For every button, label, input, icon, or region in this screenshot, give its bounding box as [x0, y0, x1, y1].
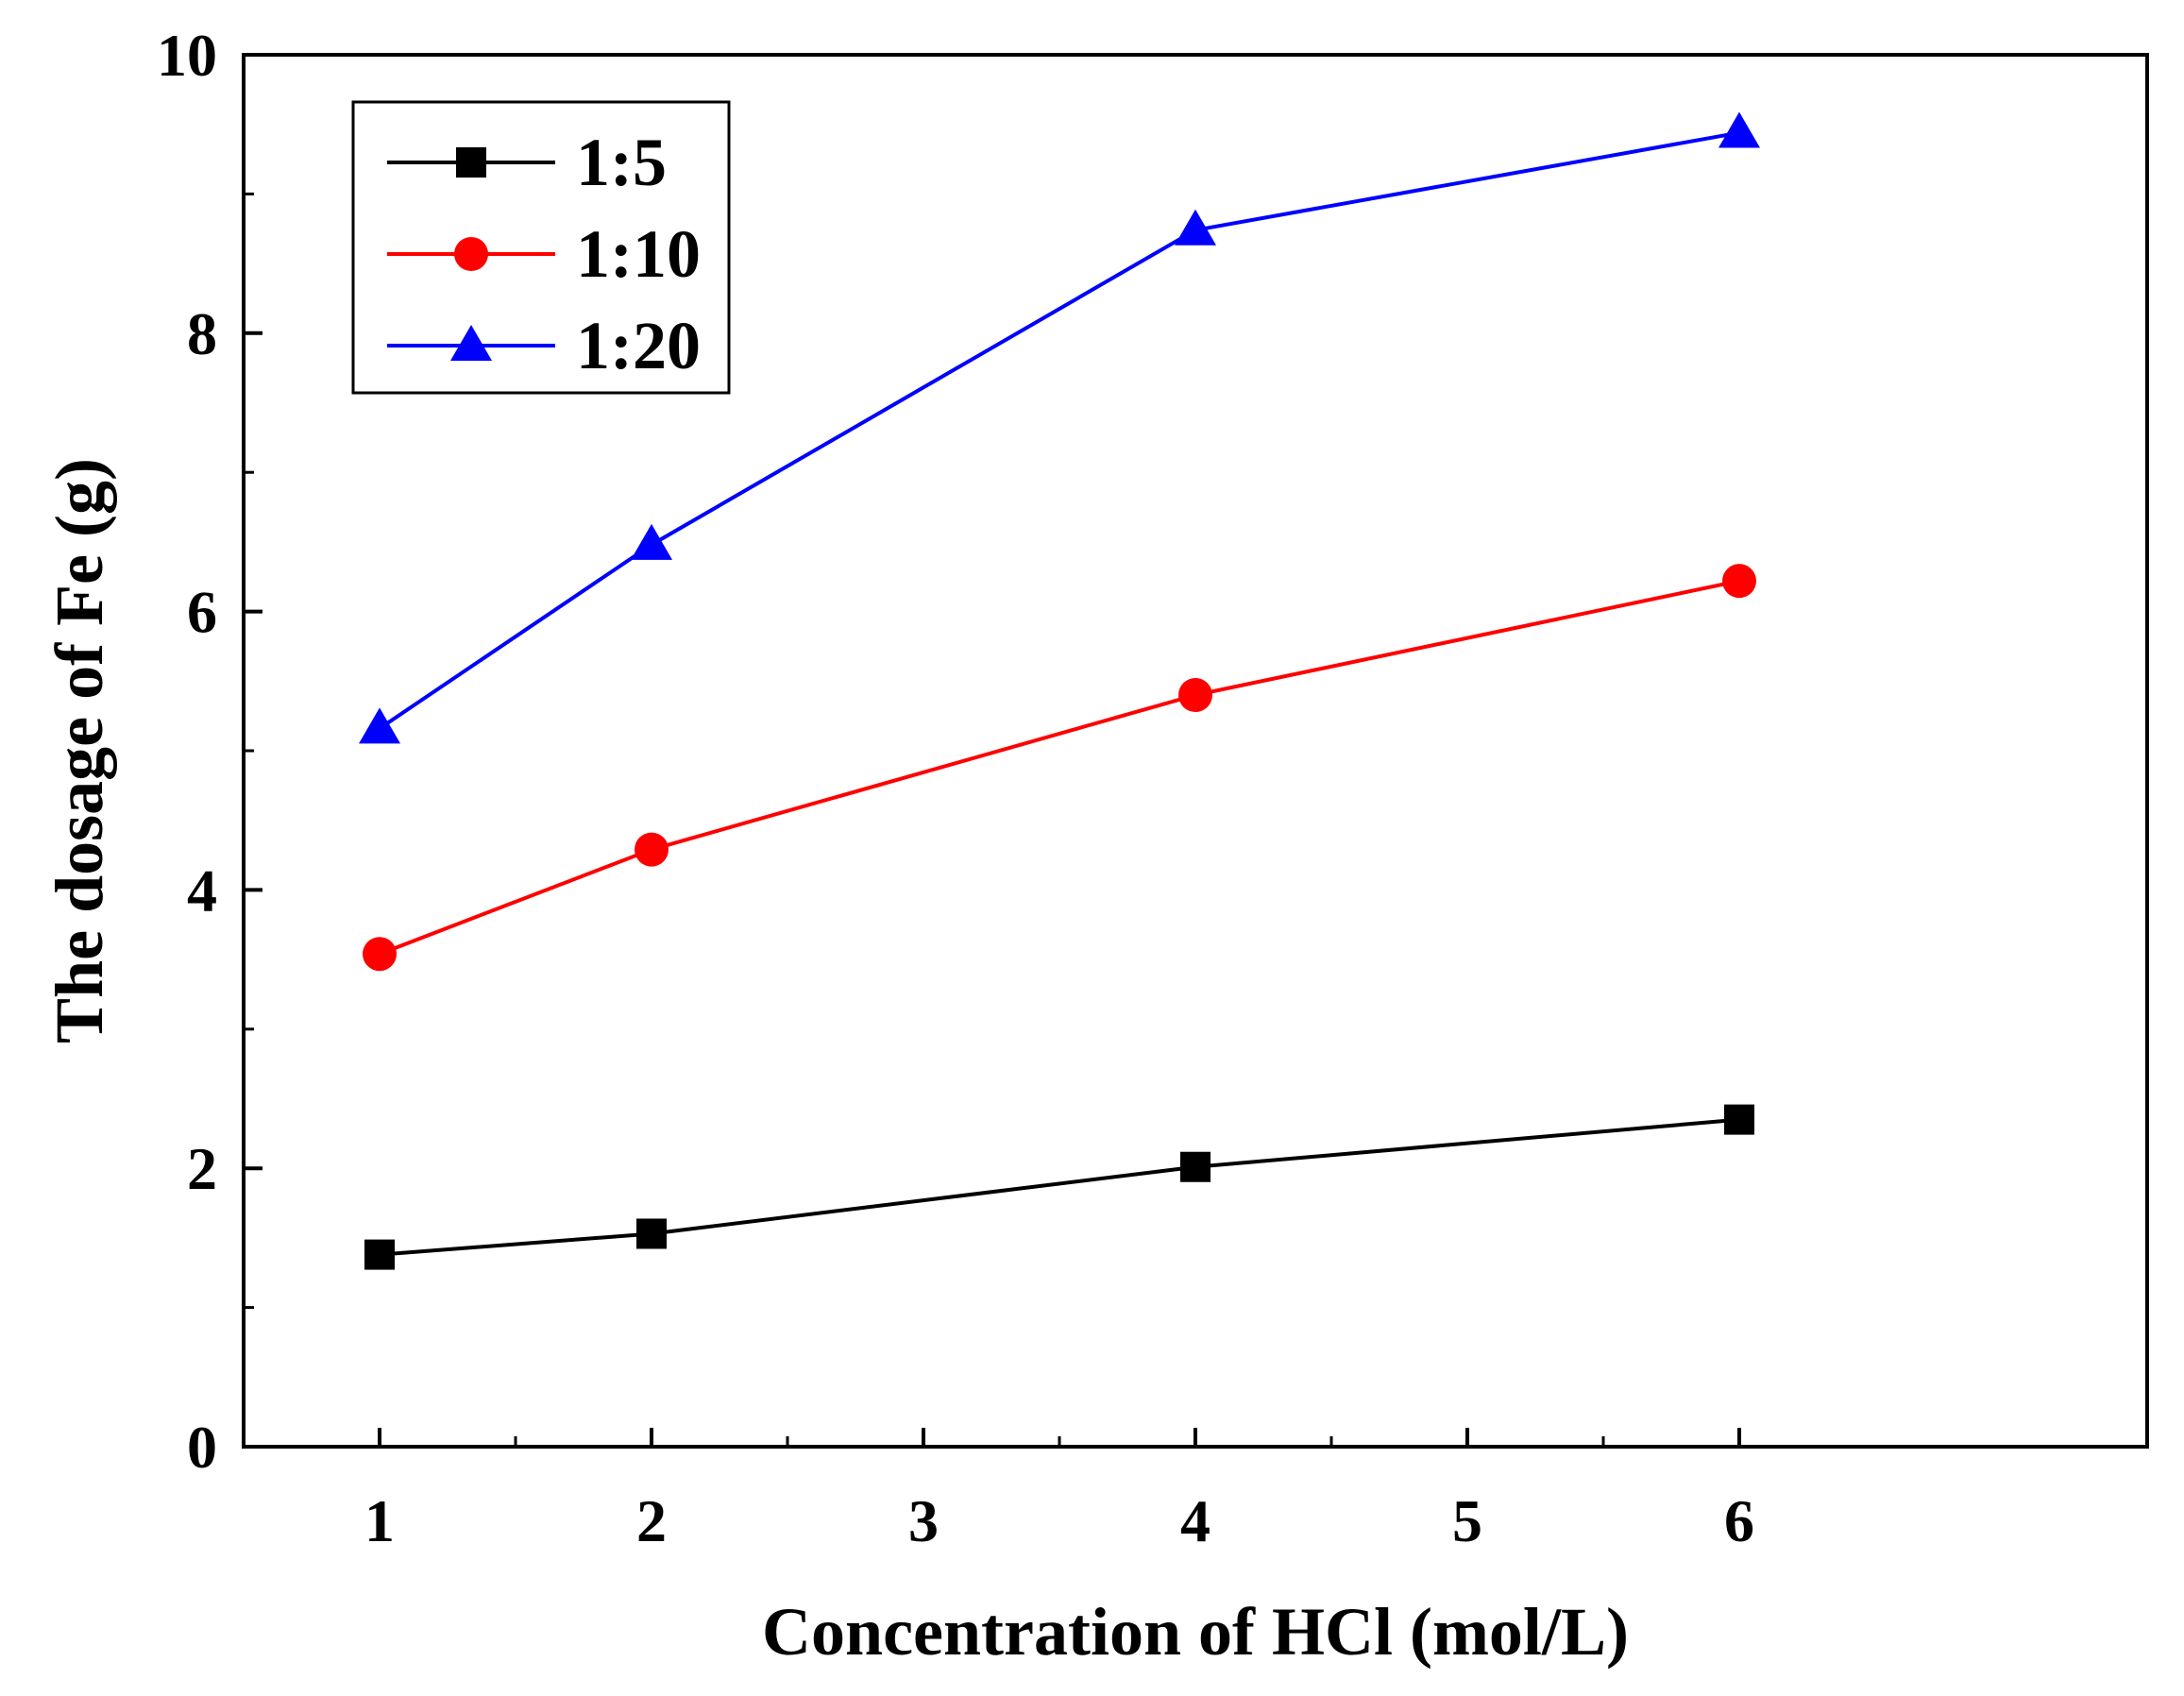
legend-item: 1:5 [387, 125, 667, 200]
legend-marker [450, 325, 492, 361]
data-point [1175, 209, 1216, 246]
legend: 1:5 1:10 1:20 [351, 100, 731, 395]
x-tick-label: 4 [1180, 1487, 1211, 1554]
x-tick-label: 2 [636, 1487, 667, 1554]
x-tick-label: 1 [364, 1487, 395, 1554]
x-tick-label: 6 [1724, 1487, 1754, 1554]
data-point [631, 523, 672, 560]
data-point [1180, 1151, 1211, 1182]
y-tick-label: 4 [187, 856, 217, 924]
series-3 [359, 111, 1760, 744]
x-tick-label: 3 [908, 1487, 939, 1554]
data-point [1178, 678, 1212, 713]
y-tick-label: 2 [187, 1135, 217, 1202]
y-tick-label: 6 [187, 579, 217, 646]
data-point [364, 1239, 395, 1270]
series-1 [364, 1104, 1754, 1270]
data-point [1724, 1104, 1754, 1135]
data-point [635, 832, 669, 867]
x-axis-title: Concentration of HCl (mol/L) [762, 1594, 1629, 1670]
data-point [363, 937, 397, 972]
series-line [379, 1117, 1740, 1257]
series-line [379, 579, 1740, 957]
legend-marker [456, 147, 486, 178]
legend-label: 1:10 [576, 216, 701, 292]
legend-label: 1:20 [576, 308, 701, 383]
data-point [1722, 564, 1756, 599]
y-axis-ticks: 0 2 4 6 8 10 [157, 22, 262, 1481]
legend-marker [454, 237, 488, 271]
legend-item: 1:20 [387, 308, 701, 383]
y-tick-label: 8 [187, 300, 217, 367]
x-axis-ticks: 1 2 3 4 5 6 [364, 1428, 1754, 1554]
data-point [359, 707, 400, 744]
legend-label: 1:5 [576, 125, 667, 200]
series-layer [359, 111, 1760, 1270]
x-tick-label: 5 [1452, 1487, 1482, 1554]
series-line [378, 130, 1740, 731]
y-tick-label: 10 [157, 22, 217, 89]
data-point [1718, 111, 1760, 148]
y-tick-label: 0 [187, 1414, 217, 1481]
y-axis-title: The dosage of Fe (g) [42, 458, 117, 1043]
legend-item: 1:10 [387, 216, 701, 292]
data-point [636, 1218, 667, 1249]
series-2 [363, 564, 1756, 972]
